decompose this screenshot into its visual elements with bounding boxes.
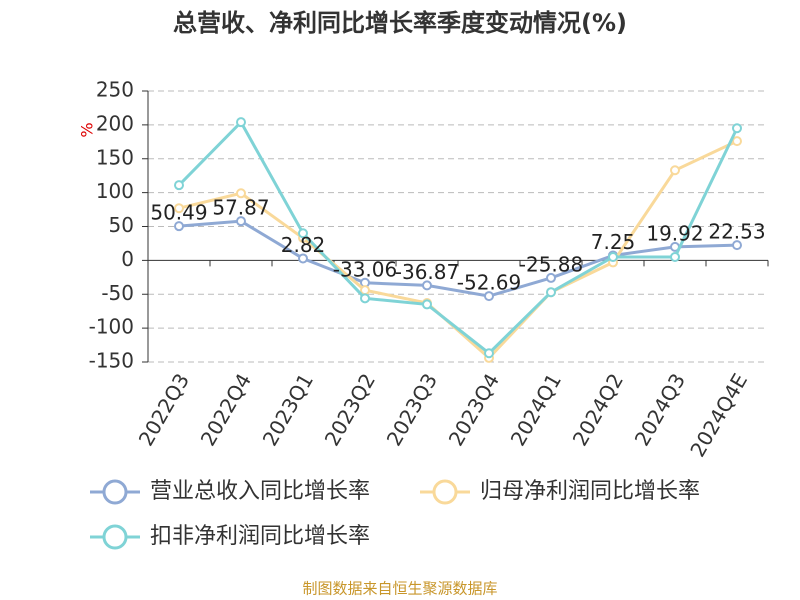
x-tick-label: 2022Q4 <box>196 369 256 450</box>
y-tick-label: -150 <box>89 349 134 373</box>
data-point <box>360 293 370 304</box>
data-label: 2.82 <box>281 233 326 257</box>
data-point <box>670 165 680 176</box>
source-note: 制图数据来自恒生聚源数据库 <box>302 580 497 598</box>
data-point <box>546 287 556 298</box>
data-label: -33.06 <box>333 257 397 281</box>
data-label: -52.69 <box>457 271 521 295</box>
legend-label: 营业总收入同比增长率 <box>150 479 370 504</box>
data-label: 19.92 <box>646 221 703 245</box>
data-point <box>422 280 432 291</box>
x-tick-label: 2024Q4E <box>685 369 752 461</box>
legend-marker <box>102 524 128 550</box>
data-point <box>298 228 308 239</box>
x-tick-label: 2023Q3 <box>382 369 442 450</box>
y-tick-label: 100 <box>96 179 134 203</box>
series-line <box>178 219 738 298</box>
legend-label: 扣非净利润同比增长率 <box>150 524 370 549</box>
x-tick-label: 2023Q2 <box>320 369 380 450</box>
data-point <box>608 251 618 262</box>
data-label: -36.87 <box>395 260 459 284</box>
data-point <box>670 251 680 262</box>
legend-label: 归母净利润同比增长率 <box>480 479 700 504</box>
x-tick-label: 2024Q2 <box>568 369 628 450</box>
data-label: 50.49 <box>150 201 207 225</box>
legend-marker <box>102 479 128 505</box>
data-point <box>236 216 246 227</box>
series-line <box>177 119 739 356</box>
y-tick-label: 250 <box>96 78 134 102</box>
x-tick-label: 2024Q1 <box>506 369 566 450</box>
data-label: 57.87 <box>212 196 269 220</box>
data-point <box>174 221 184 232</box>
data-point <box>422 299 432 310</box>
data-point <box>236 188 246 199</box>
data-point <box>236 117 246 128</box>
x-tick-label: 2023Q1 <box>258 369 318 450</box>
y-axis-label: % <box>78 122 97 137</box>
data-point <box>360 285 370 296</box>
data-point <box>732 240 742 251</box>
x-tick-label: 2023Q4 <box>444 369 504 450</box>
data-point <box>484 291 494 302</box>
data-label: -25.88 <box>519 252 583 276</box>
data-label: 22.53 <box>708 220 765 244</box>
x-tick-label: 2024Q3 <box>630 369 690 450</box>
data-point <box>298 253 308 264</box>
y-tick-label: 50 <box>109 213 134 237</box>
data-point <box>732 136 742 147</box>
x-tick-label: 2022Q3 <box>134 369 194 450</box>
y-tick-label: 200 <box>96 111 134 135</box>
data-point <box>174 203 184 214</box>
data-point <box>174 180 184 191</box>
chart-title: 总营收、净利同比增长率季度变动情况(%) <box>173 9 627 37</box>
data-point <box>732 123 742 134</box>
y-tick-label: -50 <box>101 281 134 305</box>
data-point <box>546 272 556 283</box>
data-label: 7.25 <box>591 230 636 254</box>
y-tick-label: 0 <box>121 247 134 271</box>
legend-marker <box>432 479 458 505</box>
y-tick-label: -100 <box>89 315 134 339</box>
y-tick-label: 150 <box>96 145 134 169</box>
data-point <box>484 348 494 359</box>
